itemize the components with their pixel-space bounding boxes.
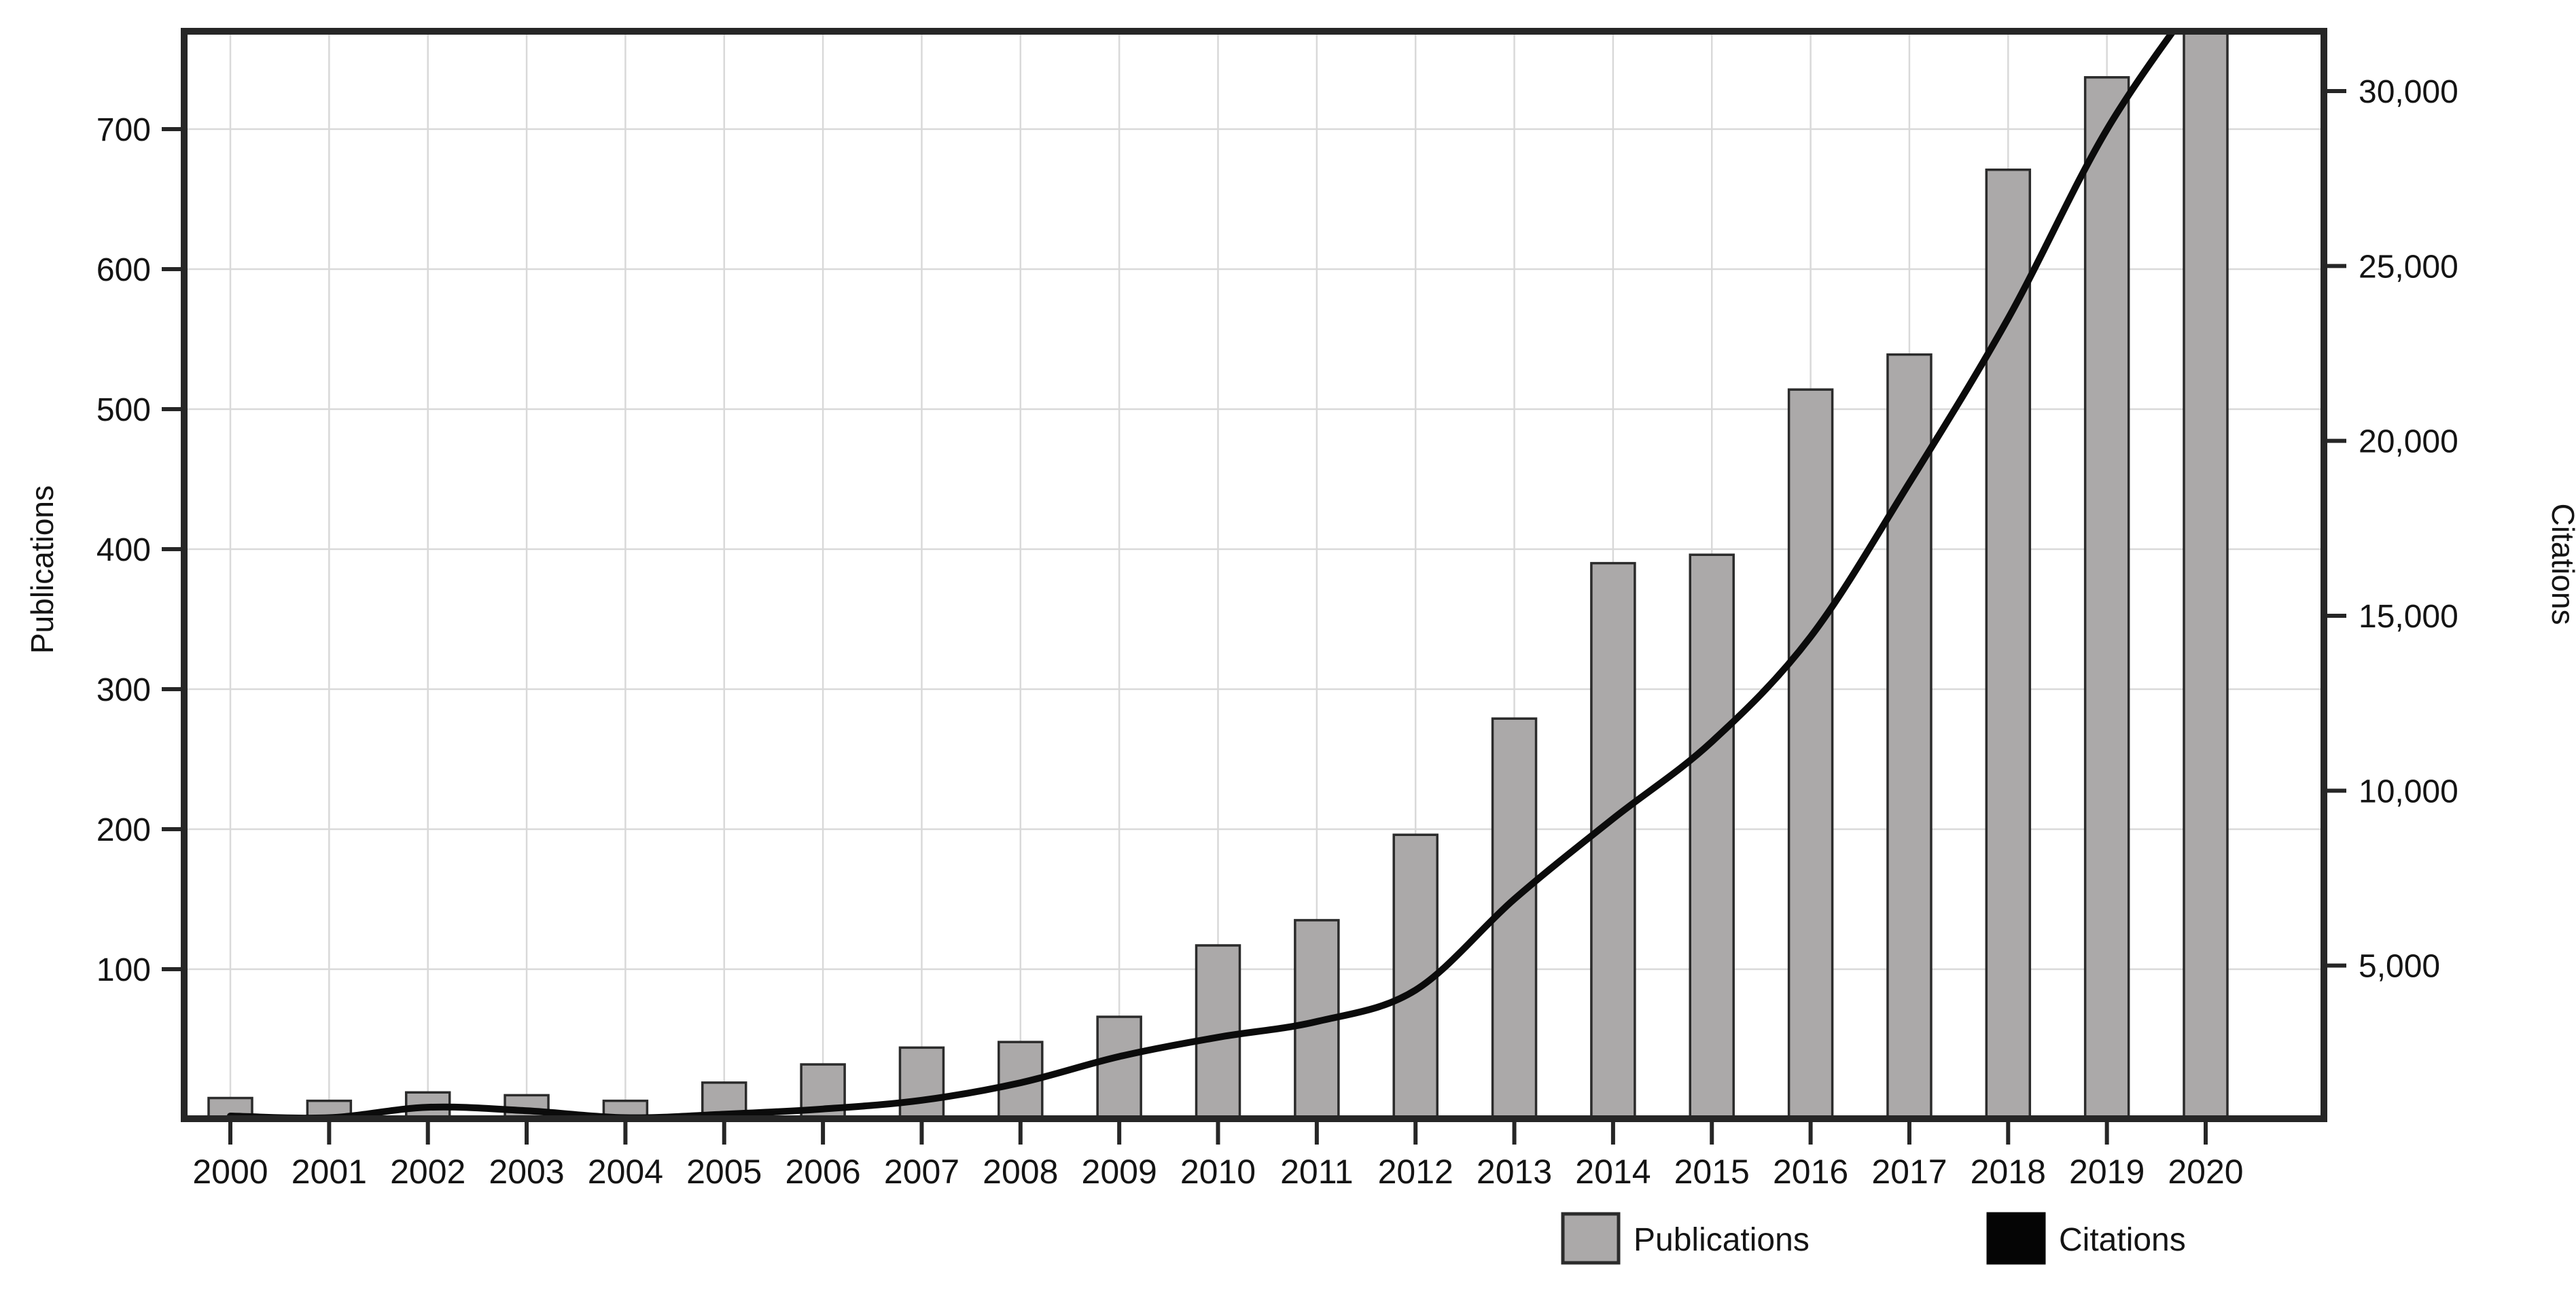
- left-axis-title: Publications: [24, 485, 60, 654]
- x-tick-label-2000: 2000: [192, 1153, 268, 1191]
- x-tick-label-2017: 2017: [1871, 1153, 1947, 1191]
- x-tick-label-2006: 2006: [785, 1153, 860, 1191]
- x-tick-label-2019: 2019: [2069, 1153, 2145, 1191]
- bar-2014: [1590, 561, 1636, 1119]
- bar-2006: [800, 1063, 846, 1119]
- bar-2016: [1787, 388, 1834, 1119]
- bar-2019: [2083, 76, 2130, 1119]
- left-tick-label-500: 500: [96, 392, 151, 428]
- x-tick-label-2002: 2002: [390, 1153, 465, 1191]
- left-tick-label-300: 300: [96, 672, 151, 708]
- left-axis-ticks: [162, 127, 184, 971]
- plot-frame: [181, 28, 2327, 1122]
- legend-item-publications: Publications: [1561, 1212, 1810, 1265]
- bar-2009: [1096, 1015, 1142, 1119]
- right-axis-title: Citations: [2545, 504, 2576, 625]
- x-axis-ticks: [228, 1122, 2208, 1145]
- x-tick-label-2010: 2010: [1180, 1153, 1256, 1191]
- left-tick-label-400: 400: [96, 532, 151, 568]
- x-tick-label-2004: 2004: [588, 1153, 663, 1191]
- x-tick-label-2014: 2014: [1575, 1153, 1651, 1191]
- x-tick-label-2013: 2013: [1477, 1153, 1552, 1191]
- legend-label-citations: Citations: [2059, 1222, 2186, 1258]
- right-tick-label-10000: 10,000: [2359, 773, 2458, 809]
- bar-2017: [1886, 353, 1933, 1119]
- left-tick-label-100: 100: [96, 952, 151, 988]
- bar-2007: [898, 1046, 945, 1119]
- left-tick-label-700: 700: [96, 112, 151, 148]
- x-tick-label-2020: 2020: [2168, 1153, 2243, 1191]
- legend-swatch-publications: [1561, 1212, 1621, 1265]
- legend: Publications Citations: [1561, 1212, 2186, 1265]
- x-axis-tick-labels: 2000 2001 2002 2003 2004 2005 2006 2007 2008 2009…: [192, 1153, 2243, 1191]
- x-tick-label-2008: 2008: [983, 1153, 1058, 1191]
- left-axis-tick-labels: 100 200 300 400 500 600 700: [96, 112, 151, 988]
- x-tick-label-2018: 2018: [1971, 1153, 2046, 1191]
- publications-bars: [207, 31, 2229, 1119]
- bar-2015: [1689, 553, 1735, 1119]
- legend-item-citations: Citations: [1986, 1212, 2186, 1265]
- right-tick-label-25000: 25,000: [2359, 249, 2458, 285]
- legend-swatch-citations: [1986, 1212, 2046, 1265]
- x-tick-label-2016: 2016: [1773, 1153, 1848, 1191]
- x-tick-label-2005: 2005: [686, 1153, 762, 1191]
- x-tick-label-2007: 2007: [884, 1153, 959, 1191]
- right-tick-label-15000: 15,000: [2359, 599, 2458, 635]
- right-tick-label-20000: 20,000: [2359, 424, 2458, 460]
- x-tick-label-2015: 2015: [1674, 1153, 1750, 1191]
- right-axis-ticks: [2324, 89, 2346, 968]
- bar-2013: [1491, 717, 1538, 1119]
- legend-label-publications: Publications: [1634, 1222, 1810, 1258]
- x-tick-label-2012: 2012: [1378, 1153, 1453, 1191]
- x-tick-label-2001: 2001: [292, 1153, 367, 1191]
- x-tick-label-2009: 2009: [1082, 1153, 1157, 1191]
- right-tick-label-5000: 5,000: [2359, 949, 2440, 985]
- bar-2018: [1985, 168, 2032, 1119]
- x-tick-label-2011: 2011: [1280, 1153, 1354, 1191]
- horizontal-gridlines: [184, 128, 2324, 971]
- bar-2020: [2183, 31, 2229, 1119]
- left-tick-label-600: 600: [96, 252, 151, 288]
- x-tick-label-2003: 2003: [489, 1153, 564, 1191]
- right-tick-label-30000: 30,000: [2359, 74, 2458, 110]
- right-axis-tick-labels: 5,000 10,000 15,000 20,000 25,000 30,000: [2359, 74, 2458, 985]
- left-tick-label-200: 200: [96, 812, 151, 848]
